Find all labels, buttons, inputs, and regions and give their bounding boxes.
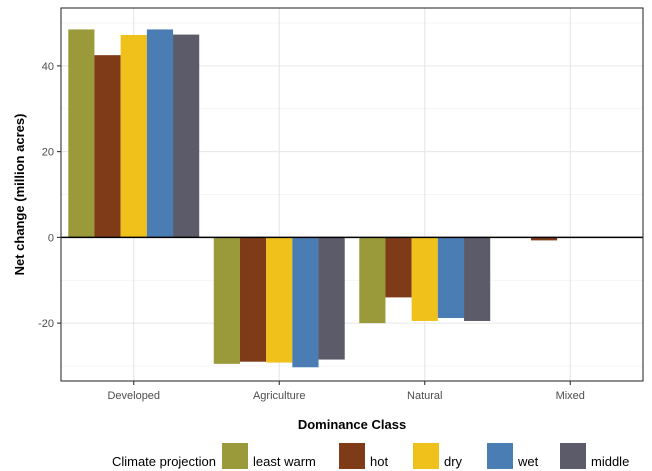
x-tick-label: Mixed <box>556 390 585 402</box>
legend: Climate projection least warm hot dry wet mi… <box>112 443 629 469</box>
legend-key <box>339 443 365 469</box>
y-tick-label: 0 <box>48 232 54 244</box>
x-tick-label: Agriculture <box>253 390 306 402</box>
y-tick-label: -20 <box>38 318 54 330</box>
y-tick-label: 20 <box>42 147 54 159</box>
x-tick-label: Natural <box>407 390 442 402</box>
legend-key <box>487 443 513 469</box>
bar <box>68 29 94 237</box>
bar <box>412 237 438 321</box>
legend-label: dry <box>444 454 463 469</box>
bars <box>68 29 557 367</box>
bar <box>319 237 345 359</box>
x-tick-label: Developed <box>107 390 160 402</box>
bar <box>214 237 240 363</box>
x-axis-ticks: Developed Agriculture Natural Mixed <box>107 381 584 402</box>
bar <box>94 55 120 237</box>
bar <box>147 29 173 237</box>
legend-label: middle <box>591 454 629 469</box>
y-axis-title: Net change (million acres) <box>12 114 27 276</box>
x-axis-title: Dominance Class <box>298 417 406 432</box>
bar <box>240 237 266 361</box>
bar <box>464 237 490 321</box>
bar <box>121 35 147 237</box>
legend-key <box>413 443 439 469</box>
bar <box>292 237 318 367</box>
bar <box>266 237 292 362</box>
legend-key <box>560 443 586 469</box>
legend-label: hot <box>370 454 388 469</box>
y-tick-label: 40 <box>42 61 54 73</box>
bar <box>385 237 411 297</box>
bar <box>359 237 385 323</box>
legend-label: wet <box>517 454 539 469</box>
bar <box>173 35 199 238</box>
legend-key <box>222 443 248 469</box>
bar <box>438 237 464 318</box>
legend-title: Climate projection <box>112 454 216 469</box>
legend-label: least warm <box>253 454 316 469</box>
y-axis-ticks: 40 20 0 -20 <box>38 61 61 330</box>
